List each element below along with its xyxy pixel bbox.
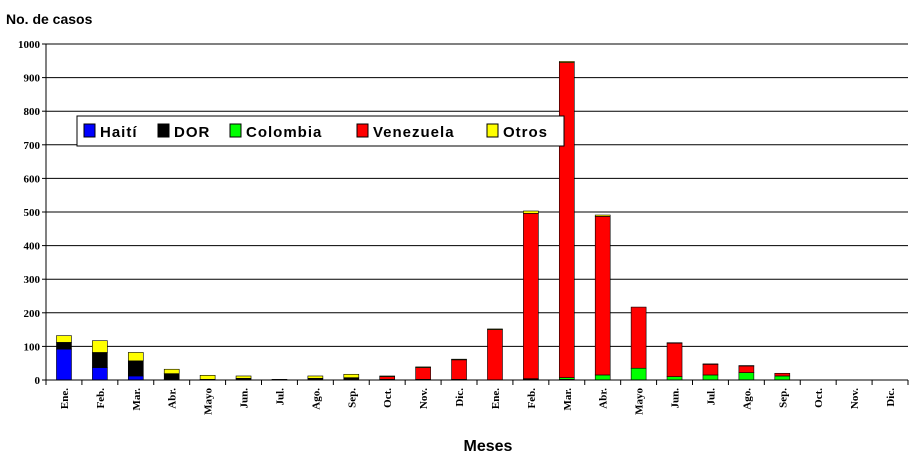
bar-segment	[415, 367, 431, 380]
bar-segment	[163, 368, 180, 374]
y-tick-label: 200	[24, 308, 41, 320]
bar-segment	[594, 216, 611, 376]
legend-swatch	[229, 123, 242, 138]
bar-segment	[666, 376, 683, 381]
legend-label: DOR	[174, 124, 210, 141]
legend-label: Colombia	[246, 124, 322, 141]
axes	[42, 43, 909, 385]
y-tick-label: 0	[35, 375, 41, 387]
x-tick-label: Mar.	[562, 388, 574, 411]
bar-segment	[523, 210, 539, 214]
x-tick-label: Mar.	[131, 388, 143, 411]
bar-segment	[487, 328, 503, 330]
bar-segment	[127, 352, 144, 362]
x-tick-label: Dic.	[885, 388, 897, 407]
legend-swatch	[157, 123, 170, 138]
legend-swatch	[486, 123, 499, 138]
x-tick-label: Dic.	[454, 388, 466, 407]
bar-segment	[774, 372, 791, 377]
bar-segment	[594, 214, 611, 217]
bar-segment	[56, 348, 72, 381]
y-tick-label: 800	[24, 106, 41, 118]
x-tick-label: Mayo	[634, 388, 646, 415]
y-tick-label: 100	[24, 341, 41, 353]
legend-label: Otros	[503, 124, 548, 141]
bar-segment	[487, 329, 503, 381]
bar-segment	[630, 367, 647, 381]
x-tick-label: Feb.	[95, 388, 107, 409]
x-tick-label: Jul.	[705, 388, 717, 406]
bar-segment	[630, 306, 647, 369]
y-tick-label: 400	[24, 241, 41, 253]
x-tick-label: Ago.	[741, 388, 753, 410]
bar-segment	[343, 373, 360, 378]
x-tick-label: Mayo	[203, 388, 215, 415]
y-tick-label: 700	[24, 140, 41, 152]
bar-segment	[379, 376, 396, 380]
legend-label: Haití	[100, 124, 138, 141]
bar-segment	[307, 375, 324, 379]
bar-segment	[702, 363, 719, 376]
bar-segment	[199, 374, 216, 380]
bar-segment	[738, 365, 755, 373]
bar-segment	[415, 366, 431, 368]
y-axis-title: No. de casos	[6, 11, 93, 27]
bar-segment	[235, 375, 252, 379]
x-tick-label: Nov.	[418, 388, 430, 409]
bar-segment	[127, 375, 144, 381]
y-tick-labels: 0 100 200 300 400 500 600 700 800 900 1000	[18, 39, 41, 387]
bar-segment	[774, 375, 791, 381]
x-tick-label: Ene.	[59, 388, 71, 409]
x-tick-label: Nov.	[849, 388, 861, 409]
bar-segment	[56, 335, 72, 343]
x-tick-labels: Ene. Feb. Mar. Abr. Mayo Jun. Jul. Ago. Sep. Oct.…	[59, 388, 897, 415]
gridlines	[46, 43, 908, 347]
bar-segment	[92, 367, 108, 381]
x-tick-label: Oct.	[382, 388, 394, 408]
x-tick-label: Oct.	[813, 388, 825, 408]
legend-label: Venezuela	[373, 124, 455, 141]
legend-swatch	[356, 123, 369, 138]
x-tick-label: Jun.	[239, 388, 251, 409]
x-tick-label: Jul.	[274, 388, 286, 406]
y-tick-label: 1000	[18, 39, 41, 51]
bar-segment	[92, 340, 108, 353]
bar-segment	[163, 373, 180, 380]
legend: Haití DOR Colombia Venezuela Otros	[76, 115, 565, 147]
x-tick-label: Ene.	[490, 388, 502, 409]
bar-segment	[558, 61, 575, 63]
y-tick-label: 300	[24, 274, 41, 286]
bar-segment	[738, 365, 755, 367]
x-tick-label: Jun.	[670, 388, 682, 409]
x-tick-label: Ago.	[310, 388, 322, 410]
x-tick-label: Abr.	[598, 388, 610, 409]
bars	[56, 61, 791, 381]
bar-segment	[666, 342, 683, 377]
legend-swatch	[83, 123, 96, 138]
bar-segment	[451, 358, 467, 361]
y-tick-label: 600	[24, 173, 41, 185]
x-tick-label: Abr.	[167, 388, 179, 409]
bar-segment	[127, 360, 144, 377]
x-tick-label: Sep.	[346, 388, 358, 408]
x-tick-label: Feb.	[526, 388, 538, 409]
y-tick-label: 500	[24, 207, 41, 219]
bar-segment	[379, 375, 396, 377]
y-tick-label: 900	[24, 73, 41, 85]
bar-segment	[92, 352, 108, 368]
bar-segment	[702, 363, 719, 365]
bar-segment	[702, 374, 719, 381]
x-tick-label: Sep.	[777, 388, 789, 408]
bar-segment	[558, 62, 575, 378]
bar-segment	[666, 342, 683, 344]
x-axis-title: Meses	[464, 438, 513, 455]
bar-segment	[56, 342, 72, 350]
bar-segment	[738, 372, 755, 381]
bar-segment	[594, 374, 611, 381]
bar-segment	[451, 359, 467, 380]
bar-segment	[523, 213, 539, 379]
